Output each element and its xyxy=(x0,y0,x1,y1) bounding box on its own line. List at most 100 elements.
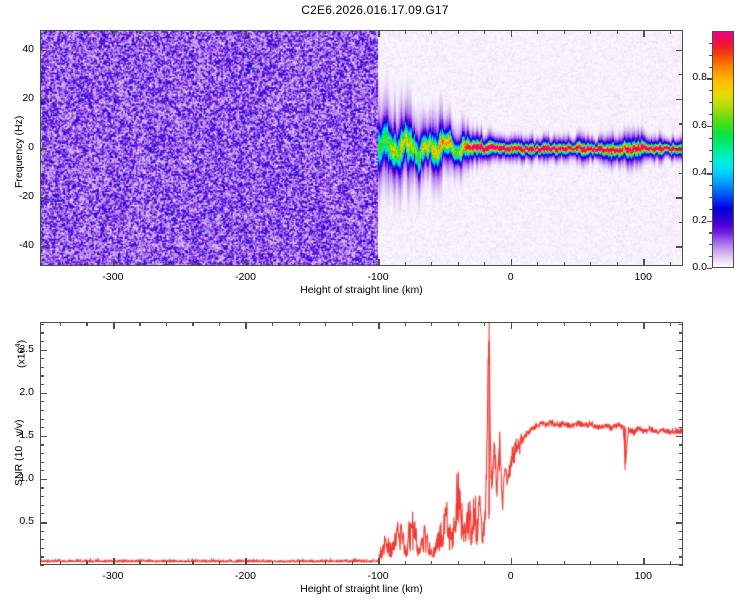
snr-ytick xyxy=(40,452,44,455)
snr-ytick xyxy=(40,556,44,558)
colorbar-tick xyxy=(707,125,712,128)
spectrogram-ytick xyxy=(40,49,47,52)
snr-ytick-label: 0.5 xyxy=(19,514,34,527)
colorbar-minor-tick xyxy=(709,66,712,68)
spectrogram-xtick xyxy=(457,262,459,266)
colorbar-minor-tick xyxy=(709,42,712,44)
spectrogram-xtick xyxy=(484,262,486,266)
snr-ytick-right xyxy=(679,547,683,549)
spectrogram-xtick-top xyxy=(86,30,88,34)
spectrogram-ytick-label: 20 xyxy=(22,91,34,104)
spectrogram-xtick xyxy=(218,262,221,266)
colorbar-minor-tick xyxy=(709,161,712,163)
snr-ytick-label: 1.5 xyxy=(19,428,34,441)
snr-ytick-right xyxy=(679,332,683,334)
snr-xtick-top xyxy=(351,322,353,326)
spectrogram-xtick xyxy=(669,262,671,266)
snr-xtick-top xyxy=(484,322,486,326)
snr-xtick xyxy=(218,561,221,565)
snr-ytick xyxy=(40,547,44,549)
spectrogram-ytick xyxy=(40,148,47,150)
snr-ytick xyxy=(40,384,44,386)
snr-xtick xyxy=(245,558,248,565)
colorbar-gradient xyxy=(713,32,733,267)
snr-ytick-label: 2.5 xyxy=(19,342,34,355)
spectrogram-xtick-top xyxy=(192,30,194,34)
snr-ytick xyxy=(40,470,44,472)
snr-ytick xyxy=(40,496,44,498)
spectrogram-ytick xyxy=(40,221,44,223)
snr-xtick-top xyxy=(404,322,406,326)
snr-ytick-right xyxy=(679,401,683,403)
spectrogram-xtick-top xyxy=(510,30,513,37)
snr-ytick-right xyxy=(679,452,683,455)
spectrogram-xtick xyxy=(510,259,513,266)
snr-ytick xyxy=(40,521,47,524)
snr-ytick-right xyxy=(679,565,683,567)
snr-xtick xyxy=(590,561,592,565)
snr-yaxis-label: SNR (10 · v/v) xyxy=(13,418,25,486)
colorbar-minor-tick xyxy=(709,137,712,139)
snr-ytick xyxy=(40,427,44,429)
snr-ytick-right xyxy=(679,461,683,463)
spectrogram-xtick xyxy=(112,259,115,266)
spectrogram-xtick xyxy=(537,262,539,266)
spectrogram-ytick-right xyxy=(679,123,683,125)
spectrogram-xtick xyxy=(643,259,645,266)
spectrogram-ytick-right xyxy=(679,74,683,76)
snr-xtick-top xyxy=(669,322,671,326)
snr-ytick xyxy=(40,409,44,412)
snr-ytick xyxy=(40,478,47,481)
spectrogram-xaxis-label: Height of straight line (km) xyxy=(300,284,423,296)
spectrogram-ytick-right xyxy=(676,246,683,248)
spectrogram-xtick xyxy=(616,262,618,266)
snr-xtick-top xyxy=(457,322,459,326)
snr-ytick-right xyxy=(679,418,683,420)
colorbar-tick-label: 0.2 xyxy=(692,213,707,226)
snr-xtick xyxy=(484,561,486,565)
snr-ytick xyxy=(40,530,44,532)
spectrogram-xtick-top xyxy=(325,30,327,34)
snr-ytick-label: 2.0 xyxy=(19,385,34,398)
snr-xtick-label: -100 xyxy=(367,570,389,582)
snr-ytick xyxy=(40,358,44,360)
snr-xtick-top xyxy=(112,322,115,329)
snr-xtick-top xyxy=(563,322,565,326)
spectrogram-ytick xyxy=(40,123,44,125)
snr-xtick xyxy=(112,558,115,565)
snr-xtick-top xyxy=(272,322,274,326)
snr-ytick-right xyxy=(676,392,683,395)
snr-ytick xyxy=(40,401,44,403)
snr-xtick-top xyxy=(86,322,88,326)
snr-ytick-right xyxy=(679,556,683,558)
snr-xtick xyxy=(457,561,459,565)
snr-xtick-top xyxy=(616,322,618,326)
spectrogram-xtick-top xyxy=(378,30,380,37)
snr-xtick xyxy=(537,561,539,565)
snr-xtick xyxy=(431,561,433,565)
snr-ytick xyxy=(40,435,47,438)
snr-xtick-top xyxy=(165,322,168,326)
spectrogram-xtick-top xyxy=(298,30,300,34)
colorbar-minor-tick xyxy=(709,149,712,151)
snr-xtick-top xyxy=(245,322,248,329)
spectrogram-ytick-right xyxy=(679,172,683,174)
spectrogram-ytick-label: 40 xyxy=(22,42,34,55)
spectrogram-xtick xyxy=(139,262,141,266)
snr-xtick-label: 100 xyxy=(634,570,652,582)
spectrogram-yaxis-label: Frequency (Hz) xyxy=(13,115,25,188)
snr-ytick-right xyxy=(676,349,683,352)
spectrogram-xtick-top xyxy=(669,30,671,34)
spectrogram-ytick xyxy=(40,74,44,76)
snr-xtick xyxy=(616,561,618,565)
spectrogram-xtick xyxy=(59,262,62,266)
colorbar-tick-label: 0.4 xyxy=(692,166,707,179)
snr-xtick xyxy=(165,561,168,565)
colorbar-minor-tick xyxy=(709,90,712,92)
snr-xtick-top xyxy=(139,322,141,326)
spectrogram-xtick xyxy=(563,262,565,266)
spectrogram-ytick-right xyxy=(676,197,683,199)
colorbar-minor-tick xyxy=(709,256,712,258)
snr-xaxis-label: Height of straight line (km) xyxy=(300,583,423,595)
snr-ytick-right xyxy=(679,375,683,377)
